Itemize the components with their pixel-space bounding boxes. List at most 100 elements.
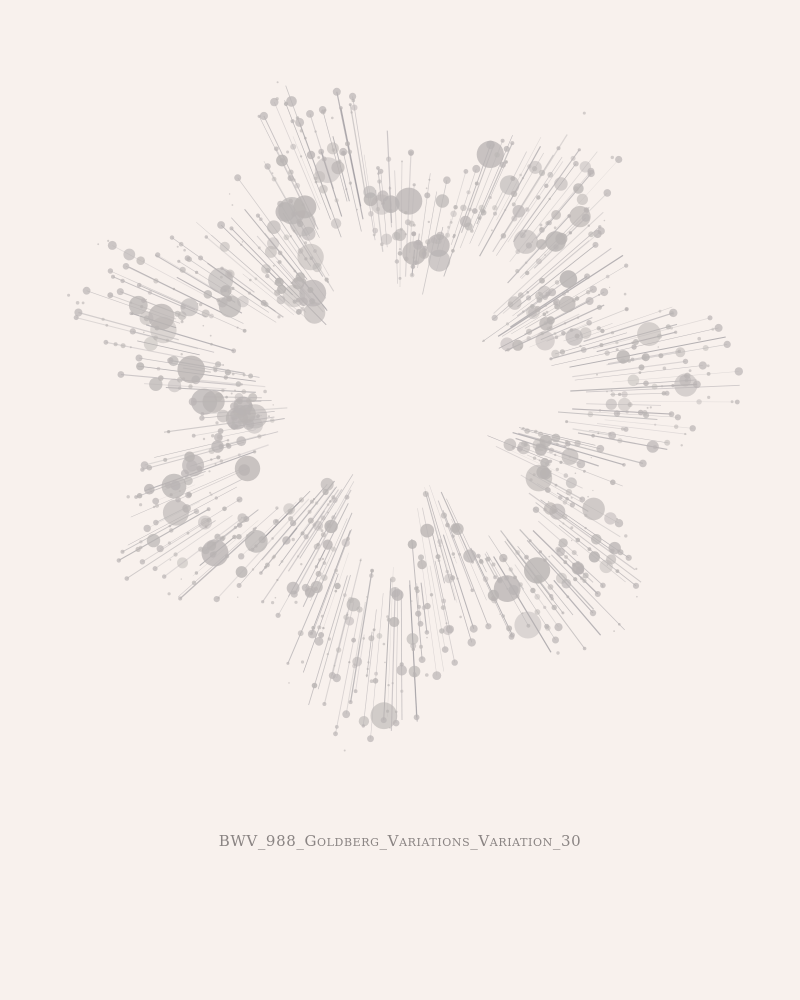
artwork-speck [214, 463, 217, 465]
artwork-dot [212, 365, 218, 371]
artwork-dot [526, 328, 533, 335]
artwork-dot [226, 295, 233, 302]
artwork-speck [548, 555, 551, 558]
artwork-speck [176, 245, 179, 248]
artwork-line [515, 437, 599, 467]
artwork-dot [314, 180, 318, 184]
artwork-end-dot [255, 213, 261, 218]
artwork-dot [580, 576, 584, 581]
artwork-dot [227, 271, 233, 277]
artwork-line [572, 428, 613, 437]
artwork-line [424, 491, 456, 601]
artwork-dot [587, 411, 594, 418]
artwork-speck [320, 529, 324, 533]
artwork-dot [409, 272, 415, 278]
artwork-line [469, 160, 507, 244]
artwork-end-dot [117, 371, 125, 378]
artwork-end-dot [178, 596, 183, 601]
artwork-dot [400, 689, 404, 693]
artwork-dot [526, 295, 532, 301]
artwork-line [293, 489, 352, 595]
artwork-end-dot [152, 497, 160, 505]
artwork-dot [616, 350, 630, 364]
artwork-dot [418, 554, 424, 561]
artwork-dot [312, 498, 316, 501]
artwork-speck [288, 682, 290, 684]
artwork-dot [259, 217, 263, 221]
artwork-dot [540, 458, 550, 468]
artwork-dot [152, 505, 156, 509]
artwork-dot [604, 350, 610, 356]
artwork-end-dot [74, 308, 83, 317]
artwork-dot [574, 333, 580, 339]
artwork-speck [389, 726, 391, 729]
artwork-dot [136, 256, 145, 266]
artwork-line [612, 371, 739, 383]
artwork-line [443, 144, 491, 277]
artwork-dot [563, 473, 569, 478]
artwork-dot [711, 327, 715, 331]
artwork-dot [536, 195, 541, 200]
artwork-dot [451, 249, 455, 253]
artwork-line [299, 487, 336, 536]
artwork-dot [312, 523, 317, 527]
artwork-end-dot [229, 226, 234, 231]
artwork-dot [282, 536, 291, 545]
artwork-dot [554, 177, 568, 191]
artwork-speck [327, 511, 329, 514]
artwork-dot [501, 614, 506, 618]
artwork-end-dot [301, 583, 310, 592]
artwork-dot [553, 332, 557, 336]
artwork-dot [582, 578, 587, 584]
artwork-end-dot [632, 582, 640, 589]
artwork-dot [445, 569, 449, 574]
artwork-speck [596, 373, 598, 376]
artwork-speck [478, 214, 480, 216]
artwork-speck [491, 229, 493, 232]
artwork-end-dot [361, 724, 365, 728]
artwork-end-dot [134, 495, 139, 499]
artwork-end-dot [723, 340, 731, 348]
artwork-dot [532, 506, 540, 513]
artwork-line [566, 421, 627, 430]
artwork-dot [311, 682, 318, 689]
artwork-end-dot [156, 545, 164, 553]
artwork-dot [309, 499, 314, 504]
artwork-dot [420, 523, 435, 538]
artwork-dot [206, 507, 211, 512]
artwork-dot [374, 671, 378, 676]
radial-artwork [67, 81, 743, 752]
artwork-dot [296, 555, 300, 558]
artwork-dot [638, 371, 642, 374]
artwork-dot [543, 502, 557, 515]
artwork-speck [180, 578, 182, 580]
artwork-dot [653, 445, 657, 450]
artwork-dot [236, 326, 239, 329]
artwork-line [507, 161, 564, 243]
artwork-end-dot [561, 611, 565, 615]
artwork-dot [579, 327, 592, 339]
artwork-dot [445, 522, 450, 528]
artwork-dot [542, 312, 547, 317]
artwork-speck [550, 470, 552, 473]
artwork-dot [615, 341, 619, 345]
artwork-speck [202, 324, 205, 327]
artwork-dot [173, 552, 178, 557]
artwork-dot [231, 286, 235, 291]
artwork-end-dot [152, 566, 158, 572]
artwork-speck [139, 503, 143, 507]
artwork-line [572, 408, 672, 415]
artwork-speck [272, 404, 274, 406]
artwork-speck [499, 613, 501, 615]
artwork-dot [512, 339, 524, 351]
artwork-dot [165, 338, 169, 342]
artwork-dot [410, 264, 416, 269]
artwork-end-dot [234, 174, 242, 182]
artwork-dot [149, 377, 163, 391]
artwork-speck [343, 749, 346, 752]
artwork-end-dot [463, 169, 469, 174]
artwork-dot [105, 323, 109, 327]
artwork-speck [277, 315, 281, 319]
artwork-dot [417, 604, 421, 609]
artwork-dot [389, 576, 396, 583]
